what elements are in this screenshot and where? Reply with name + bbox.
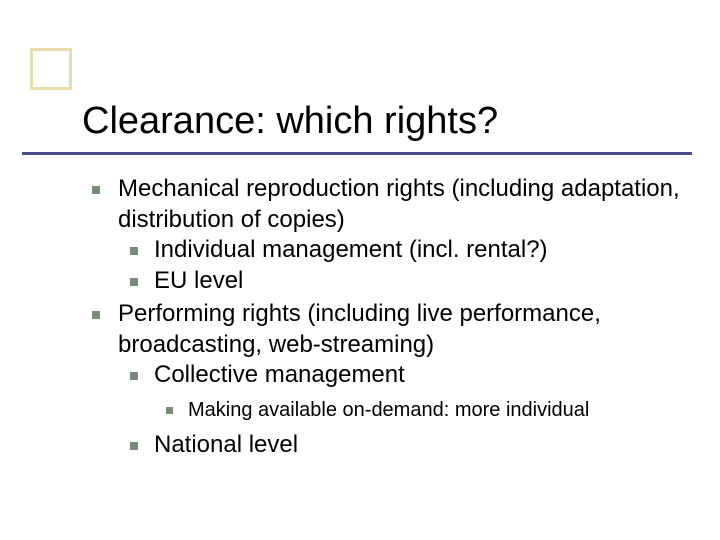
bullet-list: Mechanical reproduction rights (includin… (82, 174, 692, 461)
title-underline-rule (22, 152, 692, 155)
item-text: National level (154, 431, 298, 458)
item-text: Collective management (154, 361, 405, 388)
list-item: Mechanical reproduction rights (includin… (82, 174, 692, 297)
list-item: Individual management (incl. rental?) (118, 235, 692, 266)
list-item: Collective management Making available o… (118, 360, 692, 424)
sub-list: National level (118, 430, 692, 461)
slide-title: Clearance: which rights? (82, 100, 498, 143)
item-text: Mechanical reproduction rights (includin… (118, 175, 680, 233)
list-item: National level (118, 430, 692, 461)
item-text: EU level (154, 267, 243, 294)
list-item: Performing rights (including live perfor… (82, 299, 692, 461)
list-item: Making available on-demand: more individ… (154, 397, 692, 424)
decorative-corner-box (30, 48, 72, 90)
sub-list: Individual management (incl. rental?) EU… (118, 235, 692, 296)
list-item: EU level (118, 266, 692, 297)
item-text: Performing rights (including live perfor… (118, 300, 601, 358)
item-text: Making available on-demand: more individ… (188, 399, 589, 421)
sub-sub-list: Making available on-demand: more individ… (154, 397, 692, 424)
item-text: Individual management (incl. rental?) (154, 236, 548, 263)
slide-body: Mechanical reproduction rights (includin… (82, 174, 692, 463)
sub-list: Collective management Making available o… (118, 360, 692, 424)
